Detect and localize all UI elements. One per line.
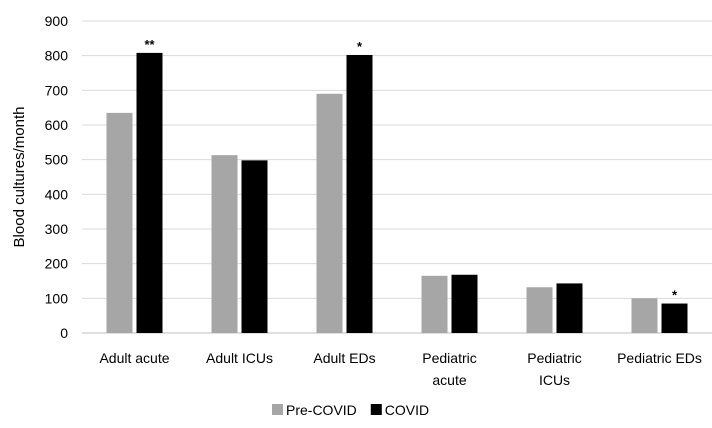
legend: Pre-COVID COVID (272, 402, 429, 418)
y-tick-label: 300 (45, 221, 69, 237)
bar-covid-0 (136, 52, 163, 333)
bar-pre-covid-4 (526, 287, 553, 333)
bar-pre-covid-2 (316, 93, 343, 333)
y-axis-ticks: 0 100 200 300 400 500 600 700 800 900 (45, 13, 69, 341)
legend-label: Pre-COVID (286, 402, 357, 418)
y-tick-label: 0 (60, 325, 68, 341)
x-category-label: Pediatric EDs (617, 350, 702, 366)
y-tick-label: 100 (45, 290, 69, 306)
y-tick-label: 500 (45, 152, 69, 168)
bar-pre-covid-3 (421, 275, 448, 333)
significance-annotations: ** ** (144, 37, 678, 303)
bar-covid-3 (451, 274, 478, 333)
gridlines (82, 20, 712, 334)
x-category-label: Pediatric (527, 350, 581, 366)
x-category-label: Adult EDs (313, 350, 375, 366)
x-category-label: Adult ICUs (206, 350, 273, 366)
x-category-label: Adult acute (99, 350, 169, 366)
significance-marker: * (357, 39, 363, 54)
y-tick-label: 700 (45, 82, 69, 98)
bars (106, 52, 688, 334)
bar-pre-covid-5 (631, 298, 658, 333)
bar-pre-covid-0 (106, 112, 133, 333)
legend-swatch (370, 404, 382, 415)
bar-covid-1 (241, 160, 268, 333)
y-tick-label: 900 (45, 13, 69, 29)
y-tick-label: 400 (45, 186, 69, 202)
legend-swatch (272, 404, 283, 415)
legend-label: COVID (385, 402, 429, 418)
bar-covid-4 (556, 283, 583, 333)
y-axis-title: Blood cultures/month (11, 107, 28, 248)
y-tick-label: 600 (45, 117, 69, 133)
significance-marker: * (672, 288, 678, 303)
bar-pre-covid-1 (211, 155, 238, 333)
x-axis-categories: Adult acute Adult ICUs Adult EDs Pediatric a… (99, 350, 701, 388)
y-tick-label: 200 (45, 256, 69, 272)
bar-covid-5 (661, 303, 688, 333)
significance-marker: ** (144, 37, 155, 52)
x-category-label: Pediatric (422, 350, 476, 366)
x-category-label: ICUs (539, 372, 570, 388)
y-tick-label: 800 (45, 48, 69, 64)
bar-covid-2 (346, 54, 373, 334)
x-category-label: acute (432, 372, 466, 388)
